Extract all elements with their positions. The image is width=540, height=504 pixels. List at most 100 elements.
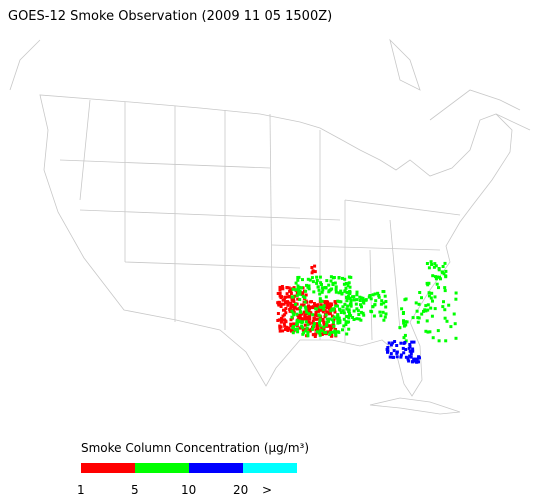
smoke-pixel bbox=[333, 310, 337, 314]
smoke-pixel bbox=[287, 286, 291, 290]
smoke-pixel bbox=[342, 282, 346, 286]
smoke-pixel bbox=[313, 304, 317, 308]
smoke-pixel bbox=[320, 290, 324, 294]
smoke-pixel bbox=[341, 309, 345, 313]
smoke-pixel bbox=[328, 302, 331, 306]
smoke-pixel bbox=[317, 288, 321, 292]
smoke-pixel bbox=[328, 317, 332, 321]
smoke-pixel bbox=[307, 315, 311, 319]
smoke-pixel bbox=[337, 316, 341, 320]
smoke-pixel bbox=[393, 340, 397, 343]
smoke-pixel bbox=[360, 305, 363, 309]
smoke-pixel bbox=[332, 315, 336, 319]
smoke-pixel bbox=[334, 285, 338, 289]
smoke-pixel bbox=[314, 311, 318, 314]
smoke-pixel bbox=[355, 290, 359, 294]
color-bar-segment bbox=[189, 463, 243, 473]
smoke-pixel bbox=[295, 312, 299, 316]
smoke-pixel bbox=[276, 312, 280, 315]
smoke-pixel bbox=[288, 295, 292, 298]
smoke-pixel bbox=[442, 272, 446, 276]
smoke-pixel bbox=[318, 321, 321, 325]
smoke-pixel bbox=[279, 325, 283, 329]
smoke-pixel bbox=[404, 297, 408, 301]
smoke-pixel bbox=[298, 320, 302, 324]
smoke-pixel bbox=[379, 314, 383, 318]
smoke-pixel bbox=[346, 296, 350, 300]
smoke-pixel bbox=[302, 317, 306, 321]
smoke-pixel bbox=[279, 305, 283, 308]
smoke-pixel bbox=[302, 310, 306, 314]
smoke-pixel bbox=[384, 312, 388, 316]
smoke-pixel bbox=[306, 334, 310, 338]
smoke-pixel bbox=[304, 312, 308, 316]
smoke-pixel bbox=[441, 265, 445, 268]
smoke-pixel bbox=[368, 294, 372, 298]
smoke-pixel bbox=[384, 300, 388, 303]
smoke-pixel bbox=[284, 328, 287, 331]
smoke-pixel bbox=[443, 286, 447, 290]
smoke-pixel bbox=[304, 293, 308, 297]
smoke-pixel bbox=[430, 314, 434, 318]
smoke-pixel bbox=[290, 329, 293, 333]
smoke-pixel bbox=[402, 319, 405, 323]
smoke-pixel bbox=[278, 329, 282, 333]
smoke-pixel bbox=[289, 318, 293, 322]
smoke-pixel bbox=[383, 294, 387, 298]
smoke-pixel bbox=[443, 316, 447, 320]
smoke-pixel bbox=[319, 281, 323, 285]
smoke-pixel bbox=[355, 307, 359, 311]
smoke-pixel bbox=[402, 351, 406, 355]
smoke-pixel bbox=[433, 307, 437, 311]
smoke-pixel bbox=[315, 324, 319, 328]
smoke-pixel bbox=[443, 289, 447, 293]
smoke-pixel bbox=[404, 355, 408, 359]
smoke-pixel bbox=[330, 318, 334, 322]
smoke-pixel bbox=[297, 291, 301, 295]
smoke-pixel bbox=[276, 292, 280, 295]
smoke-pixel bbox=[318, 324, 322, 328]
smoke-pixel bbox=[321, 318, 325, 321]
smoke-pixel bbox=[391, 341, 395, 345]
smoke-pixel bbox=[327, 319, 330, 323]
smoke-pixel bbox=[312, 322, 316, 326]
smoke-pixel bbox=[370, 310, 374, 314]
smoke-pixel bbox=[427, 281, 431, 285]
smoke-pixel bbox=[412, 340, 416, 344]
smoke-pixel bbox=[311, 321, 315, 325]
smoke-pixel bbox=[321, 310, 325, 314]
smoke-pixel bbox=[392, 355, 395, 359]
color-bar-segment bbox=[81, 463, 135, 473]
smoke-pixel bbox=[325, 300, 329, 304]
smoke-pixel bbox=[334, 333, 338, 337]
smoke-pixel bbox=[281, 298, 285, 302]
smoke-pixel bbox=[290, 315, 294, 319]
smoke-pixel bbox=[417, 316, 421, 320]
smoke-pixel bbox=[296, 330, 300, 334]
smoke-pixel bbox=[341, 328, 344, 332]
smoke-pixel bbox=[425, 319, 429, 323]
smoke-pixel bbox=[407, 359, 411, 363]
smoke-pixel bbox=[297, 316, 301, 320]
smoke-pixel bbox=[416, 320, 420, 324]
smoke-pixel bbox=[304, 320, 308, 324]
smoke-pixel bbox=[302, 331, 306, 335]
smoke-pixel bbox=[377, 294, 381, 297]
smoke-pixel bbox=[330, 333, 334, 337]
smoke-pixel bbox=[417, 302, 421, 306]
smoke-pixel bbox=[412, 357, 416, 361]
smoke-pixel bbox=[282, 313, 286, 317]
smoke-pixel bbox=[326, 324, 330, 328]
smoke-pixel bbox=[303, 323, 307, 327]
smoke-pixel bbox=[332, 308, 336, 312]
smoke-pixel bbox=[329, 275, 333, 279]
smoke-pixel bbox=[338, 307, 341, 311]
smoke-pixel bbox=[307, 312, 311, 316]
smoke-pixel bbox=[328, 333, 332, 336]
smoke-pixel bbox=[329, 309, 333, 313]
smoke-pixel bbox=[433, 295, 437, 299]
smoke-pixel bbox=[381, 310, 385, 314]
smoke-pixel bbox=[403, 333, 407, 337]
smoke-pixel bbox=[311, 313, 315, 317]
smoke-pixel bbox=[401, 312, 405, 315]
